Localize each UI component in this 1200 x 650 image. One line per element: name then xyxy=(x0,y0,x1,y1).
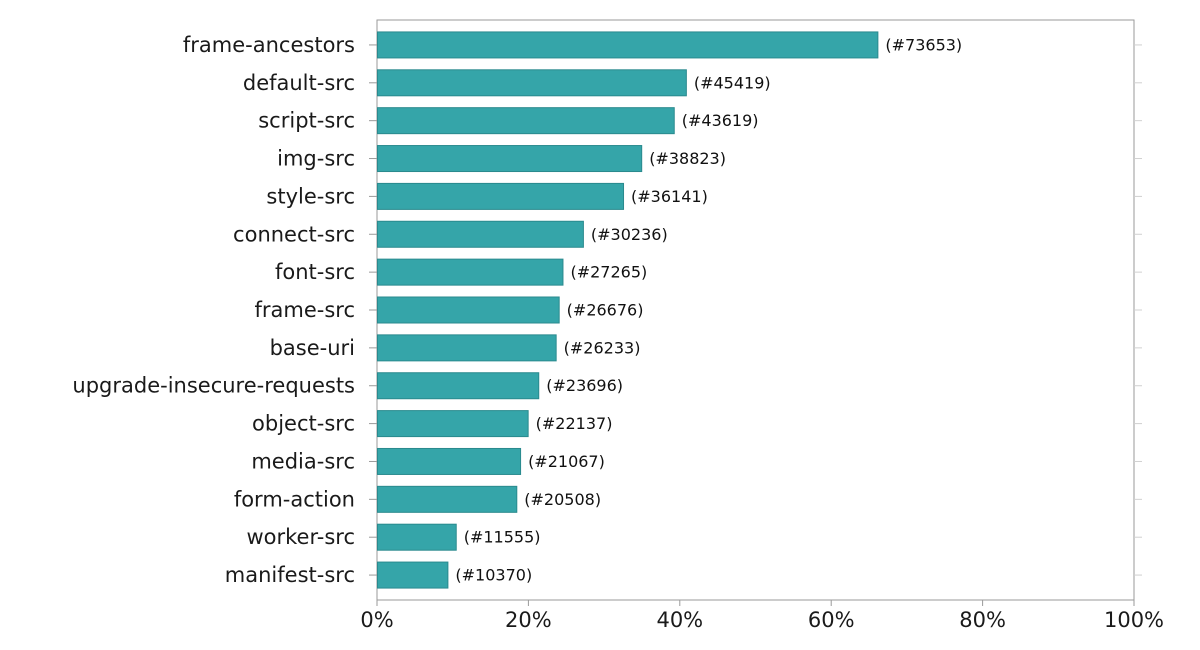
data-label: (#27265) xyxy=(570,263,647,282)
bar xyxy=(377,410,529,438)
data-label: (#38823) xyxy=(649,149,726,168)
x-tick-label: 40% xyxy=(656,608,703,632)
bar xyxy=(377,334,557,362)
category-labels: frame-ancestors default-src script-src img-… xyxy=(72,33,355,587)
bar xyxy=(377,145,643,173)
data-label: (#21067) xyxy=(528,452,605,471)
category-label: media-src xyxy=(251,449,355,473)
bar xyxy=(377,561,449,589)
bar xyxy=(377,258,564,286)
category-label: worker-src xyxy=(246,525,355,549)
data-label: (#43619) xyxy=(682,111,759,130)
bar xyxy=(377,296,560,324)
bar xyxy=(377,447,522,475)
bar xyxy=(377,523,457,551)
category-label: upgrade-insecure-requests xyxy=(72,374,355,398)
category-label: font-src xyxy=(275,260,355,284)
category-label: form-action xyxy=(234,487,355,511)
category-label: img-src xyxy=(277,147,355,171)
data-label: (#20508) xyxy=(524,490,601,509)
category-label: connect-src xyxy=(233,222,355,246)
data-label: (#45419) xyxy=(694,73,771,92)
data-label: (#30236) xyxy=(591,225,668,244)
x-axis: 0% 20% 40% 60% 80% 100% xyxy=(360,600,1164,632)
category-label: frame-src xyxy=(254,298,355,322)
axis-ticks xyxy=(369,44,1142,576)
category-label: base-uri xyxy=(270,336,355,360)
category-label: frame-ancestors xyxy=(183,33,355,57)
data-label: (#73653) xyxy=(885,35,962,54)
data-label: (#26233) xyxy=(564,338,641,357)
bar xyxy=(377,69,687,97)
category-label: object-src xyxy=(252,412,355,436)
bars xyxy=(377,31,879,589)
bar xyxy=(377,485,518,513)
data-label: (#22137) xyxy=(536,414,613,433)
bar xyxy=(377,182,625,210)
bar xyxy=(377,220,584,248)
data-labels: (#73653) (#45419) (#43619) (#38823) (#36141)… xyxy=(455,35,962,584)
category-label: default-src xyxy=(243,71,355,95)
x-tick-label: 100% xyxy=(1104,608,1164,632)
data-label: (#10370) xyxy=(455,566,532,585)
x-tick-label: 0% xyxy=(360,608,393,632)
category-label: manifest-src xyxy=(225,563,355,587)
data-label: (#23696) xyxy=(546,376,623,395)
x-tick-label: 60% xyxy=(808,608,855,632)
category-label: style-src xyxy=(266,184,355,208)
bar xyxy=(377,372,540,400)
category-label: script-src xyxy=(258,109,355,133)
data-label: (#11555) xyxy=(464,528,541,547)
data-label: (#26676) xyxy=(567,301,644,320)
x-tick-label: 20% xyxy=(505,608,552,632)
x-tick-label: 80% xyxy=(959,608,1006,632)
bar xyxy=(377,31,879,59)
bar xyxy=(377,107,675,135)
data-label: (#36141) xyxy=(631,187,708,206)
